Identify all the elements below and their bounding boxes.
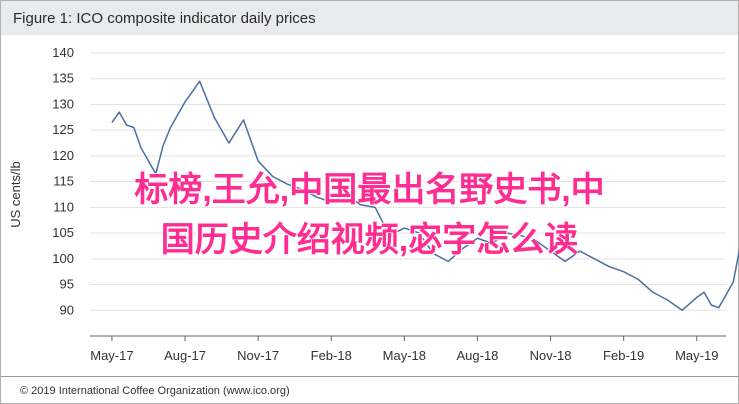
x-tick-label: May-19 <box>675 348 718 363</box>
y-axis-ticks: 90 95 100 105 110 115 120 125 130 135 140 <box>52 45 74 317</box>
y-tick-label: 105 <box>52 225 74 240</box>
y-tick-label: 100 <box>52 251 74 266</box>
overlay-text-line-1: 标榜,王允,中国最出名野史书,中 <box>134 171 605 209</box>
y-tick-label: 110 <box>53 199 74 214</box>
x-tick-label: Aug-17 <box>164 348 206 363</box>
y-tick-label: 125 <box>52 122 74 137</box>
series-line <box>111 80 739 312</box>
overlay-text-line-2: 国历史介绍视频,宓字怎么读 <box>160 221 579 259</box>
y-tick-label: 140 <box>52 45 74 60</box>
x-tick-label: May-17 <box>90 348 133 363</box>
x-tick-label: Feb-19 <box>603 348 644 363</box>
y-tick-label: 120 <box>52 148 74 163</box>
footer-divider <box>1 376 738 377</box>
y-tick-label: 90 <box>60 302 74 317</box>
series-group <box>111 80 739 312</box>
x-tick-label: Feb-18 <box>311 348 352 363</box>
x-tick-label: Nov-18 <box>530 348 572 363</box>
y-tick-label: 115 <box>53 174 74 189</box>
grid-lines <box>90 52 726 311</box>
figure-title: Figure 1: ICO composite indicator daily … <box>13 10 316 27</box>
y-tick-label: 130 <box>52 96 74 111</box>
x-axis-ticks: May-17 Aug-17 Nov-17 Feb-18 May-18 Aug-18 Nov-… <box>90 336 718 363</box>
x-tick-label: May-18 <box>383 348 426 363</box>
x-tick-label: Nov-17 <box>237 348 279 363</box>
y-tick-label: 135 <box>52 71 74 86</box>
title-band: Figure 1: ICO composite indicator daily … <box>1 1 738 35</box>
x-tick-label: Aug-18 <box>456 348 498 363</box>
copyright-text: © 2019 International Coffee Organization… <box>20 385 290 397</box>
y-tick-label: 95 <box>60 277 74 292</box>
y-axis-label: US cents/lb <box>8 161 23 227</box>
